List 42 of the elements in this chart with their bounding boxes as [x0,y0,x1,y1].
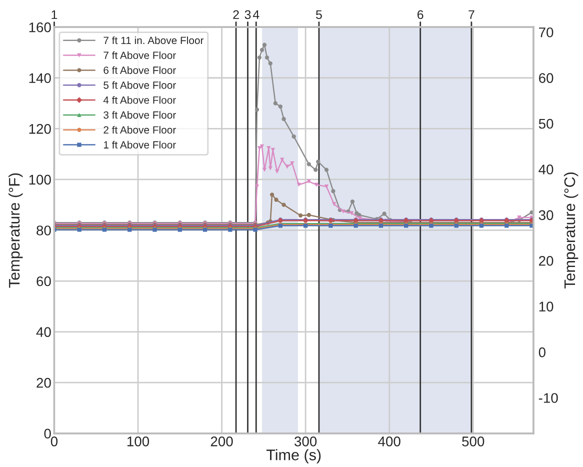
y2-tick-label: 20 [539,256,554,266]
y2-tick-label: -10 [538,393,558,403]
legend-label: 6 ft Above Floor [104,66,176,74]
annotation: 6 [418,10,424,20]
y2-tick-label: 60 [539,73,554,83]
x-tick-label: 400 [378,436,400,446]
y-tick-label: 60 [36,276,51,286]
legend-label: 1 ft Above Floor [104,140,176,149]
annotation: 2 [233,10,239,19]
annotation: 3 [244,10,251,20]
y2-tick-label: 40 [538,164,554,174]
legend-label: 4 ft Above Floor [103,96,176,104]
x-tick-label: 0 [50,436,58,446]
y-tick-label: 160 [29,22,51,32]
y-tick-label: 20 [36,378,51,388]
legend-label: 2 ft Above Floor [104,126,176,134]
annotation: 7 [468,10,474,19]
legend-label: 5 ft Above Floor [104,81,176,89]
y2-tick-label: 10 [539,302,554,312]
y2-tick-label: 50 [538,118,554,129]
x-tick-label: 500 [462,436,484,446]
x-axis-title: Time (s) [266,449,321,464]
x-tick-label: 100 [127,436,150,446]
y2-tick-label: 30 [538,210,554,220]
legend-label: 7 ft Above Floor [104,51,176,60]
x-tick-label: 300 [294,436,317,446]
annotation: 1 [52,10,58,19]
annotation: 5 [316,10,322,20]
y2-axis-title: Temperature (°C) [564,172,578,289]
y2-tick-label: 0 [538,347,546,358]
y-tick-label: 140 [29,73,51,84]
y-tick-label: 80 [36,226,51,236]
y-tick-label: 0 [44,428,51,439]
legend-label: 7 ft 11 in. Above Floor [104,36,204,44]
y-tick-label: 100 [29,174,51,185]
x-tick-label: 200 [210,436,233,446]
y-tick-label: 120 [29,124,51,134]
annotation: 4 [252,10,260,19]
y-axis-title: Temperature (°F) [8,173,23,288]
legend-label: 3 ft Above Floor [104,111,176,119]
y2-tick-label: 70 [539,27,554,38]
y-tick-label: 40 [36,327,51,337]
